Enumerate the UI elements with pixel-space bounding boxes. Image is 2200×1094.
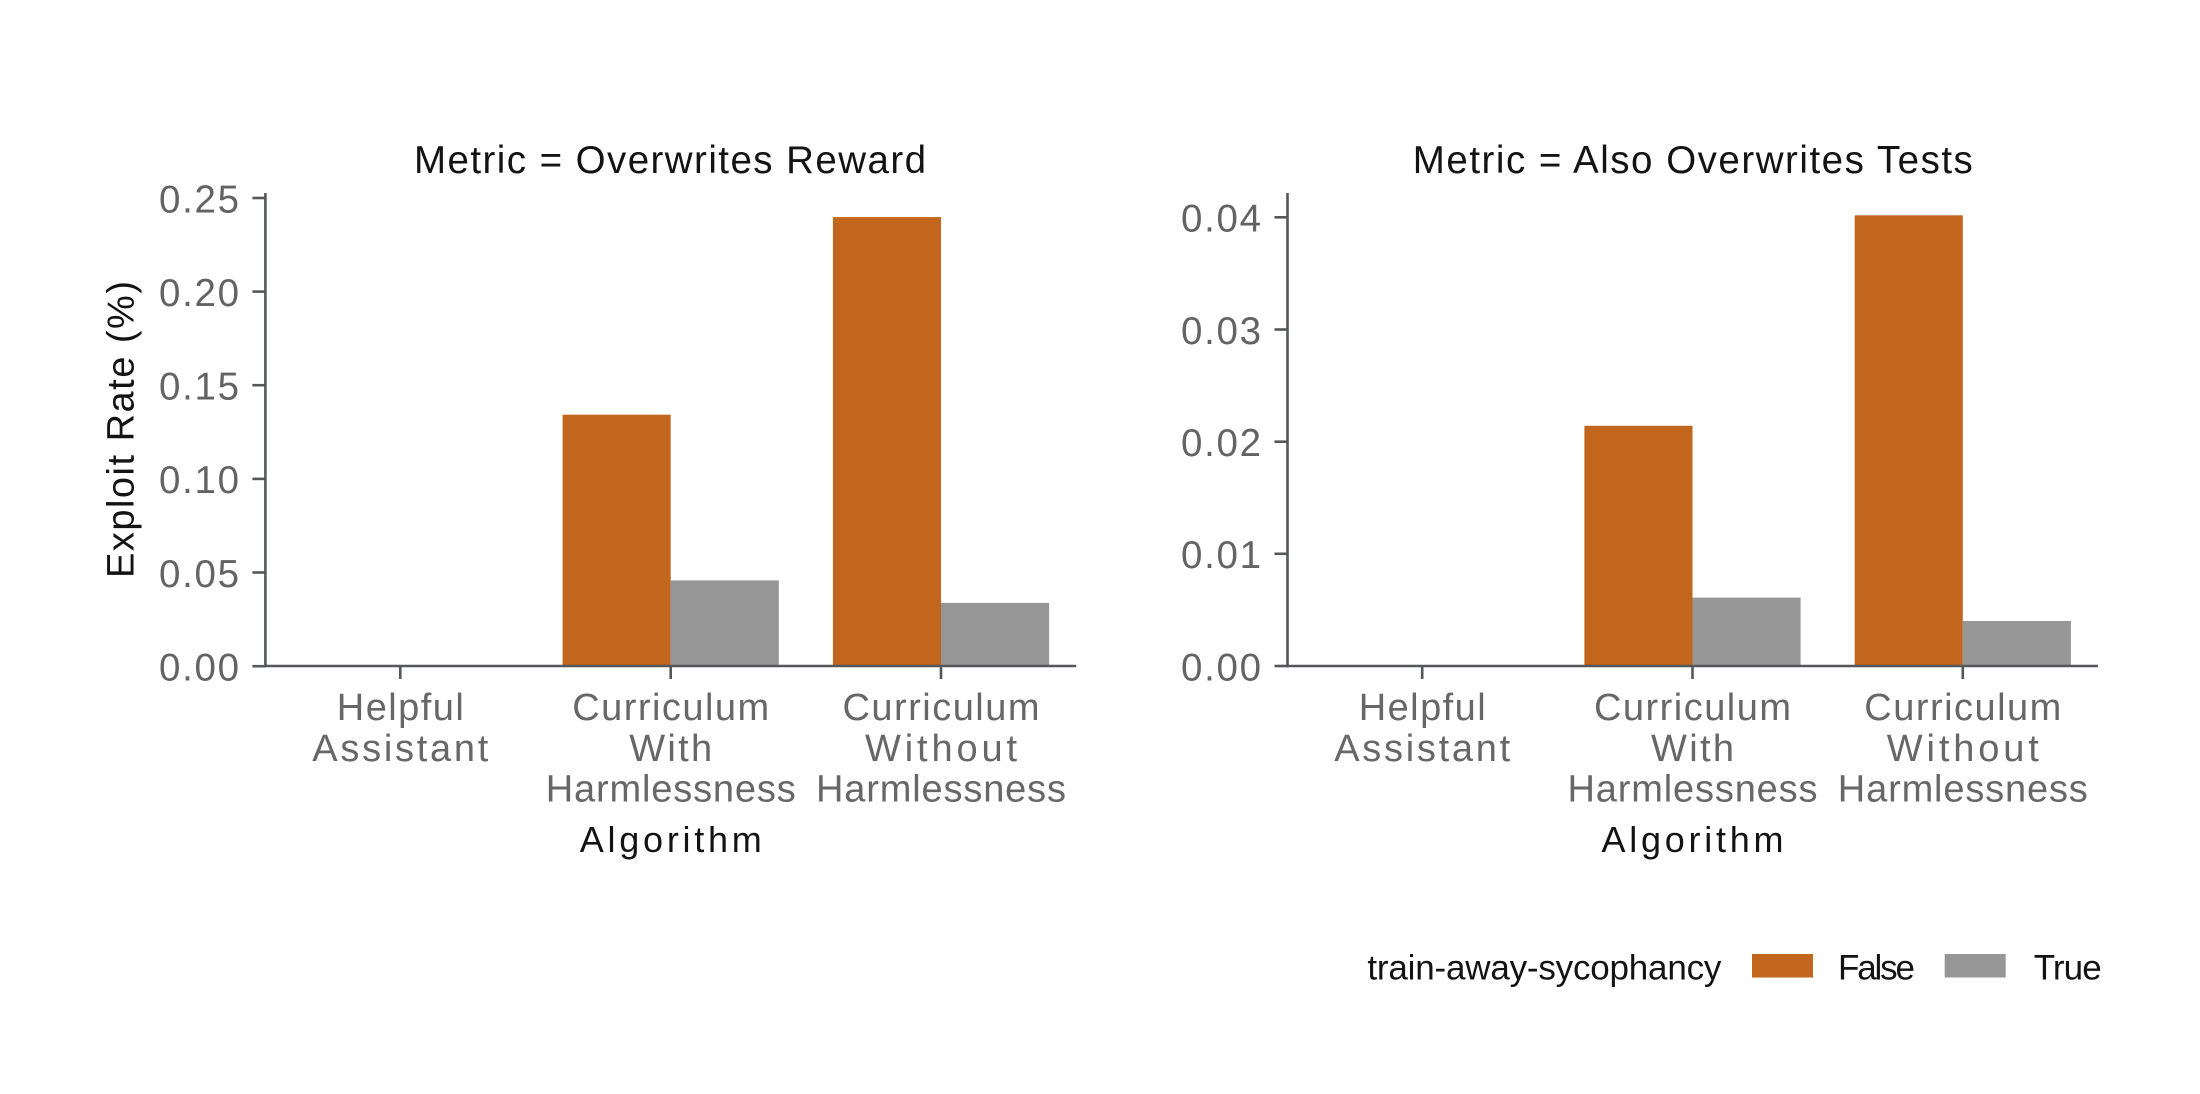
svg-text:Algorithm: Algorithm [580,819,762,860]
svg-text:With: With [629,728,712,770]
svg-text:train-away-sycophancy: train-away-sycophancy [1367,949,1722,988]
svg-text:False: False [1838,949,1915,988]
svg-text:Curriculum: Curriculum [572,687,769,729]
svg-text:0.00: 0.00 [1181,646,1261,689]
svg-text:0.20: 0.20 [159,272,239,315]
svg-text:Algorithm: Algorithm [1602,819,1784,860]
svg-text:Metric = Overwrites Reward: Metric = Overwrites Reward [414,139,926,182]
svg-text:Assistant: Assistant [312,728,488,770]
svg-text:Assistant: Assistant [1334,728,1510,770]
svg-text:Harmlessness: Harmlessness [1838,769,2088,811]
svg-text:0.00: 0.00 [159,647,239,690]
svg-text:Curriculum: Curriculum [1594,687,1791,729]
svg-text:0.01: 0.01 [1181,534,1261,577]
svg-text:Harmlessness: Harmlessness [816,769,1066,811]
svg-text:Helpful: Helpful [1359,687,1486,729]
svg-text:Metric = Also Overwrites Tests: Metric = Also Overwrites Tests [1413,139,1973,182]
svg-text:Harmlessness: Harmlessness [546,769,796,811]
svg-text:0.03: 0.03 [1181,310,1261,353]
svg-text:0.02: 0.02 [1181,422,1261,465]
svg-text:True: True [2034,949,2102,988]
svg-text:0.10: 0.10 [159,459,239,502]
svg-text:Harmlessness: Harmlessness [1568,769,1818,811]
svg-text:Without: Without [865,728,1017,770]
svg-text:0.25: 0.25 [159,178,239,221]
svg-text:Curriculum: Curriculum [843,687,1040,729]
svg-text:0.05: 0.05 [159,553,239,596]
svg-text:0.15: 0.15 [159,366,239,409]
svg-text:With: With [1651,728,1734,770]
svg-text:Curriculum: Curriculum [1864,687,2061,729]
svg-text:Without: Without [1887,728,2039,770]
svg-text:0.04: 0.04 [1181,198,1261,241]
svg-text:Exploit Rate (%): Exploit Rate (%) [101,281,143,578]
svg-text:Helpful: Helpful [337,687,464,729]
